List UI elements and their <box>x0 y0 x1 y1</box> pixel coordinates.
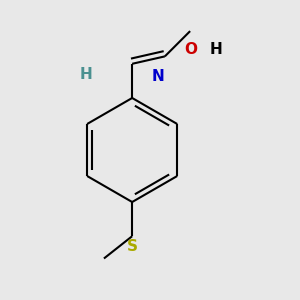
Text: N: N <box>152 69 164 84</box>
Text: H: H <box>209 42 222 57</box>
Text: S: S <box>127 239 138 254</box>
Text: O: O <box>184 42 197 57</box>
Text: H: H <box>80 67 92 82</box>
